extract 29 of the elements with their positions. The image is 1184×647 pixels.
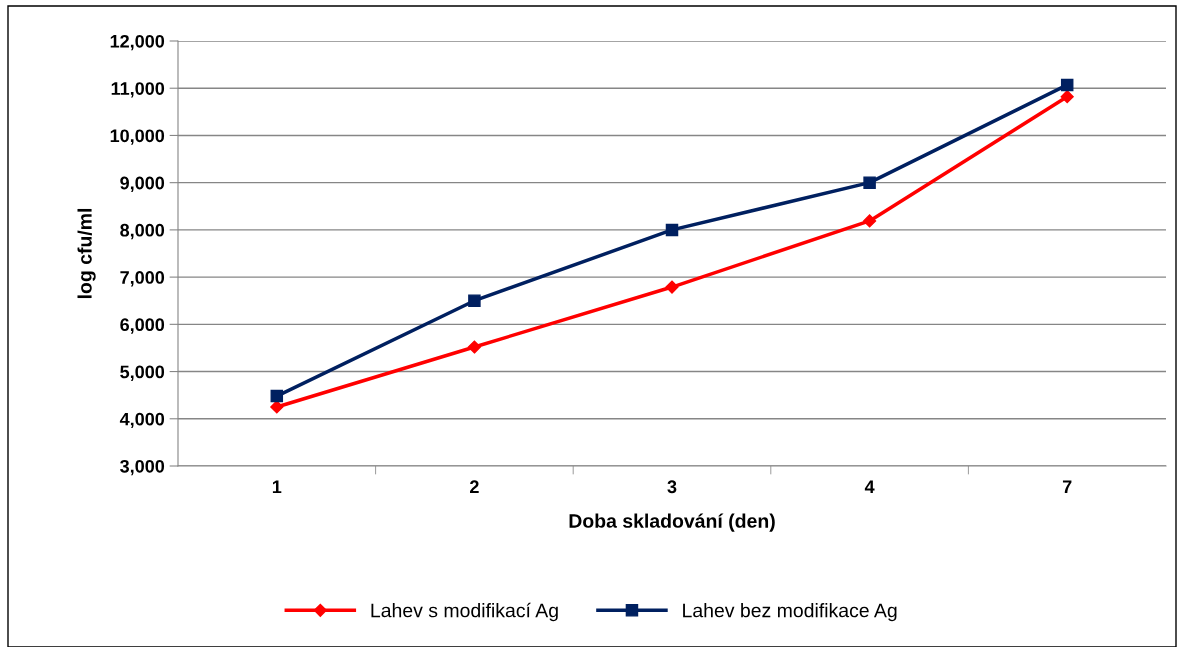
- x-tick-label: 2: [470, 480, 479, 493]
- point: [1060, 78, 1074, 92]
- y-tick-label: 6,000: [120, 318, 165, 334]
- y-tick-label: 12,000: [110, 34, 165, 51]
- y-tick-label: 7,000: [120, 271, 165, 287]
- x-axis-title: Doba skladování (den): [569, 513, 775, 532]
- y-tick-label: 3,000: [120, 459, 165, 476]
- y-tick-label: 10,000: [110, 129, 165, 145]
- x-tick-label: 1: [272, 480, 282, 493]
- legend-label: Lahev bez modifikace Ag: [683, 603, 897, 622]
- y-tick-label: 11,000: [111, 82, 165, 98]
- y-axis-title: log cfu/ml: [77, 208, 96, 299]
- point: [468, 294, 481, 307]
- point: [863, 214, 877, 228]
- y-tick-label: 4,000: [119, 412, 165, 429]
- y-tick-label: 5,000: [120, 365, 165, 381]
- legend-label: Lahev s modifikací Ag: [371, 602, 558, 622]
- point: [1060, 90, 1074, 104]
- point: [270, 400, 284, 414]
- point: [665, 280, 679, 294]
- y-tick-label: 8,000: [120, 223, 165, 240]
- x-tick-label: 4: [864, 480, 875, 493]
- point: [863, 176, 876, 189]
- x-tick-label: 7: [1062, 480, 1072, 493]
- point: [270, 389, 284, 403]
- point: [467, 340, 481, 354]
- y-tick-label: 9,000: [120, 176, 165, 192]
- point: [665, 223, 679, 237]
- x-tick-label: 3: [667, 480, 677, 494]
